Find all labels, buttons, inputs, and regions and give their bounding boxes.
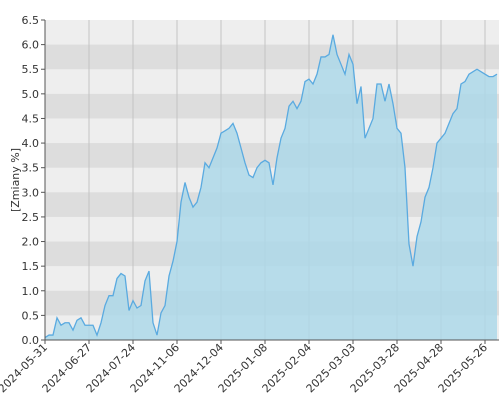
y-tick-label: 3.0 xyxy=(22,186,40,199)
grid-band xyxy=(45,143,499,168)
y-tick-label: 2.0 xyxy=(22,236,40,249)
y-tick-label: 5.0 xyxy=(22,88,40,101)
y-tick-label: 1.0 xyxy=(22,285,40,298)
y-tick-label: 4.0 xyxy=(22,137,40,150)
y-tick-label: 0.0 xyxy=(22,334,40,347)
y-tick-label: 2.5 xyxy=(22,211,40,224)
grid-band xyxy=(45,44,499,70)
y-tick-label: 6.5 xyxy=(22,14,40,27)
y-tick-label: 0.5 xyxy=(22,309,40,322)
grid-band xyxy=(45,93,499,119)
y-tick-label: 1.5 xyxy=(22,260,40,273)
line xyxy=(44,34,498,339)
area-fill xyxy=(45,34,497,341)
y-axis-label: [Zmiany %] xyxy=(9,148,22,212)
y-tick-label: 5.5 xyxy=(22,63,40,76)
y-tick-label: 6.0 xyxy=(22,39,40,52)
y-tick-label: 4.5 xyxy=(22,112,40,125)
y-tick-label: 3.5 xyxy=(22,162,40,175)
